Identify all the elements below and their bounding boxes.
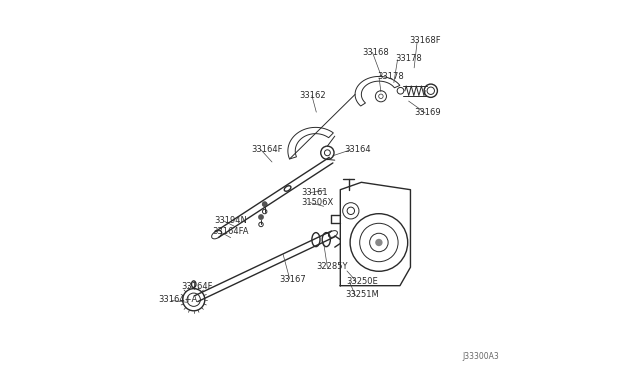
Text: 33161: 33161 (301, 188, 328, 197)
Text: 31506X: 31506X (301, 198, 333, 207)
Text: 33168: 33168 (362, 48, 389, 57)
Polygon shape (288, 127, 333, 159)
Text: 33168F: 33168F (410, 36, 441, 45)
Text: 33194N: 33194N (215, 216, 248, 225)
Text: 33178: 33178 (396, 54, 422, 63)
Text: 33250E: 33250E (346, 277, 378, 286)
Polygon shape (355, 76, 400, 106)
Circle shape (262, 202, 268, 207)
Text: 33178: 33178 (377, 72, 404, 81)
Text: 33164F: 33164F (182, 282, 213, 291)
Text: 33164+A: 33164+A (158, 295, 198, 304)
Circle shape (259, 215, 264, 219)
Text: J33300A3: J33300A3 (462, 352, 499, 361)
Text: 33164: 33164 (344, 145, 371, 154)
Text: 33167: 33167 (280, 275, 306, 283)
Text: 32285Y: 32285Y (316, 262, 348, 271)
Text: 33164F: 33164F (252, 145, 283, 154)
Text: 33169: 33169 (414, 108, 441, 117)
Text: 33164FA: 33164FA (212, 227, 249, 236)
Text: 33162: 33162 (300, 91, 326, 100)
Circle shape (375, 239, 383, 246)
Text: 33251M: 33251M (345, 291, 379, 299)
